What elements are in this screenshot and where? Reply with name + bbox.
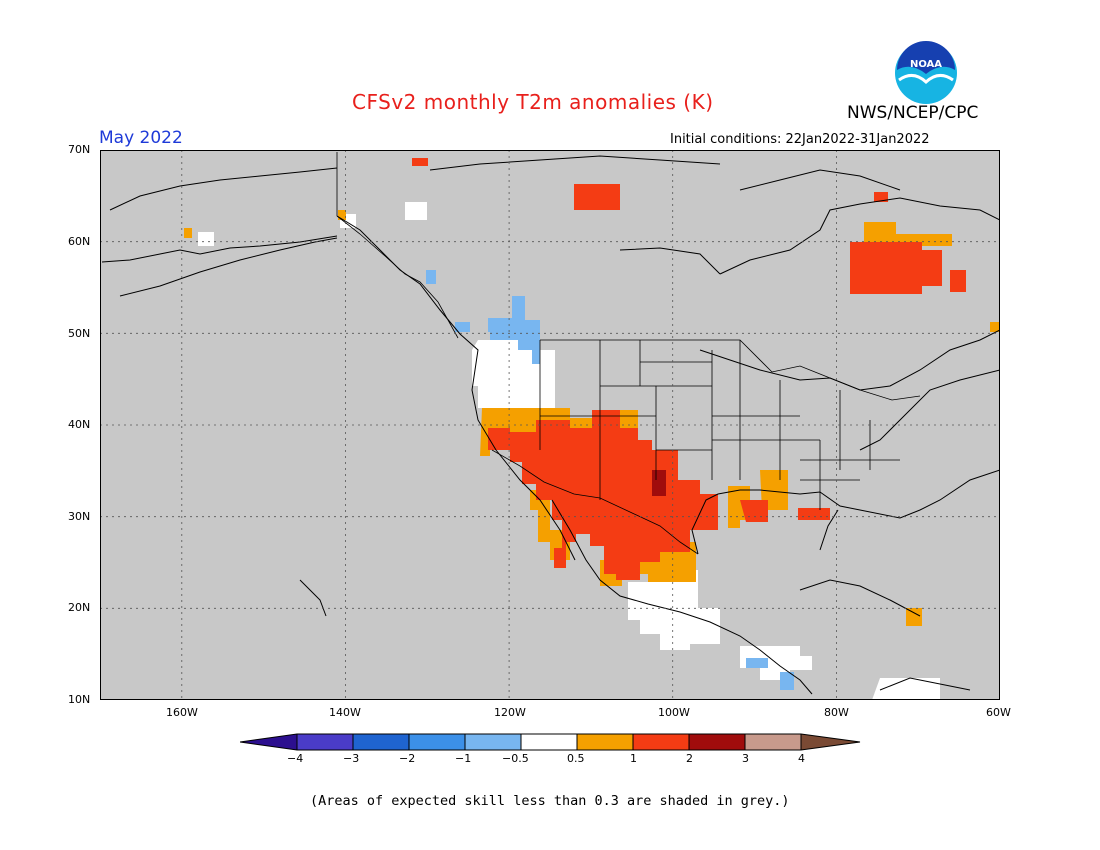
colorbar-label-3: 3 [742, 752, 749, 765]
lon-label-140w: 140W [329, 706, 361, 719]
lon-label-100w: 100W [658, 706, 690, 719]
lat-label-20n: 20N [68, 601, 91, 614]
colorbar-label-minus05: −0.5 [502, 752, 529, 765]
lat-label-60n: 60N [68, 235, 91, 248]
lon-label-160w: 160W [166, 706, 198, 719]
colorbar [240, 733, 861, 751]
colorbar-segment-5 [521, 734, 577, 750]
noaa-logo-text: NOAA [910, 59, 942, 70]
colorbar-segment-7 [633, 734, 689, 750]
lat-label-50n: 50N [68, 327, 91, 340]
anomaly-map [100, 150, 1000, 700]
colorbar-segment-4 [465, 734, 521, 750]
map-title: CFSv2 monthly T2m anomalies (K) [352, 90, 714, 114]
forecast-month: May 2022 [99, 128, 183, 148]
colorbar-label-2: 2 [686, 752, 693, 765]
coastlines [101, 155, 1000, 695]
colorbar-label-1: 1 [630, 752, 637, 765]
colorbar-segment-3 [409, 734, 465, 750]
lat-label-40n: 40N [68, 418, 91, 431]
anomaly-hot-darkred [652, 470, 666, 496]
lon-label-80w: 80W [824, 706, 849, 719]
colorbar-segment-6 [577, 734, 633, 750]
colorbar-segment-1 [297, 734, 353, 750]
initial-conditions: Initial conditions: 22Jan2022-31Jan2022 [670, 132, 930, 147]
colorbar-segment-0 [240, 734, 297, 750]
colorbar-segment-10 [801, 734, 860, 750]
lat-label-70n: 70N [68, 143, 91, 156]
noaa-logo: NOAA [895, 41, 957, 104]
lat-label-10n: 10N [68, 693, 91, 706]
colorbar-label-minus4: −4 [287, 752, 304, 765]
colorbar-label-minus1: −1 [455, 752, 472, 765]
anomaly-warm-red [412, 158, 966, 580]
colorbar-segment-8 [689, 734, 745, 750]
skill-footnote: (Areas of expected skill less than 0.3 a… [310, 793, 790, 809]
colorbar-label-minus2: −2 [399, 752, 416, 765]
graticule [100, 150, 1000, 700]
colorbar-label-4: 4 [798, 752, 805, 765]
political-boundaries [336, 152, 921, 555]
colorbar-segment-2 [353, 734, 409, 750]
agency-label: NWS/NCEP/CPC [847, 103, 979, 123]
colorbar-label-05: 0.5 [567, 752, 585, 765]
lon-label-120w: 120W [494, 706, 526, 719]
colorbar-segment-9 [745, 734, 801, 750]
colorbar-label-minus3: −3 [343, 752, 360, 765]
anomaly-cool-blue [426, 270, 794, 690]
lat-label-30n: 30N [68, 510, 91, 523]
lon-label-60w: 60W [986, 706, 1011, 719]
